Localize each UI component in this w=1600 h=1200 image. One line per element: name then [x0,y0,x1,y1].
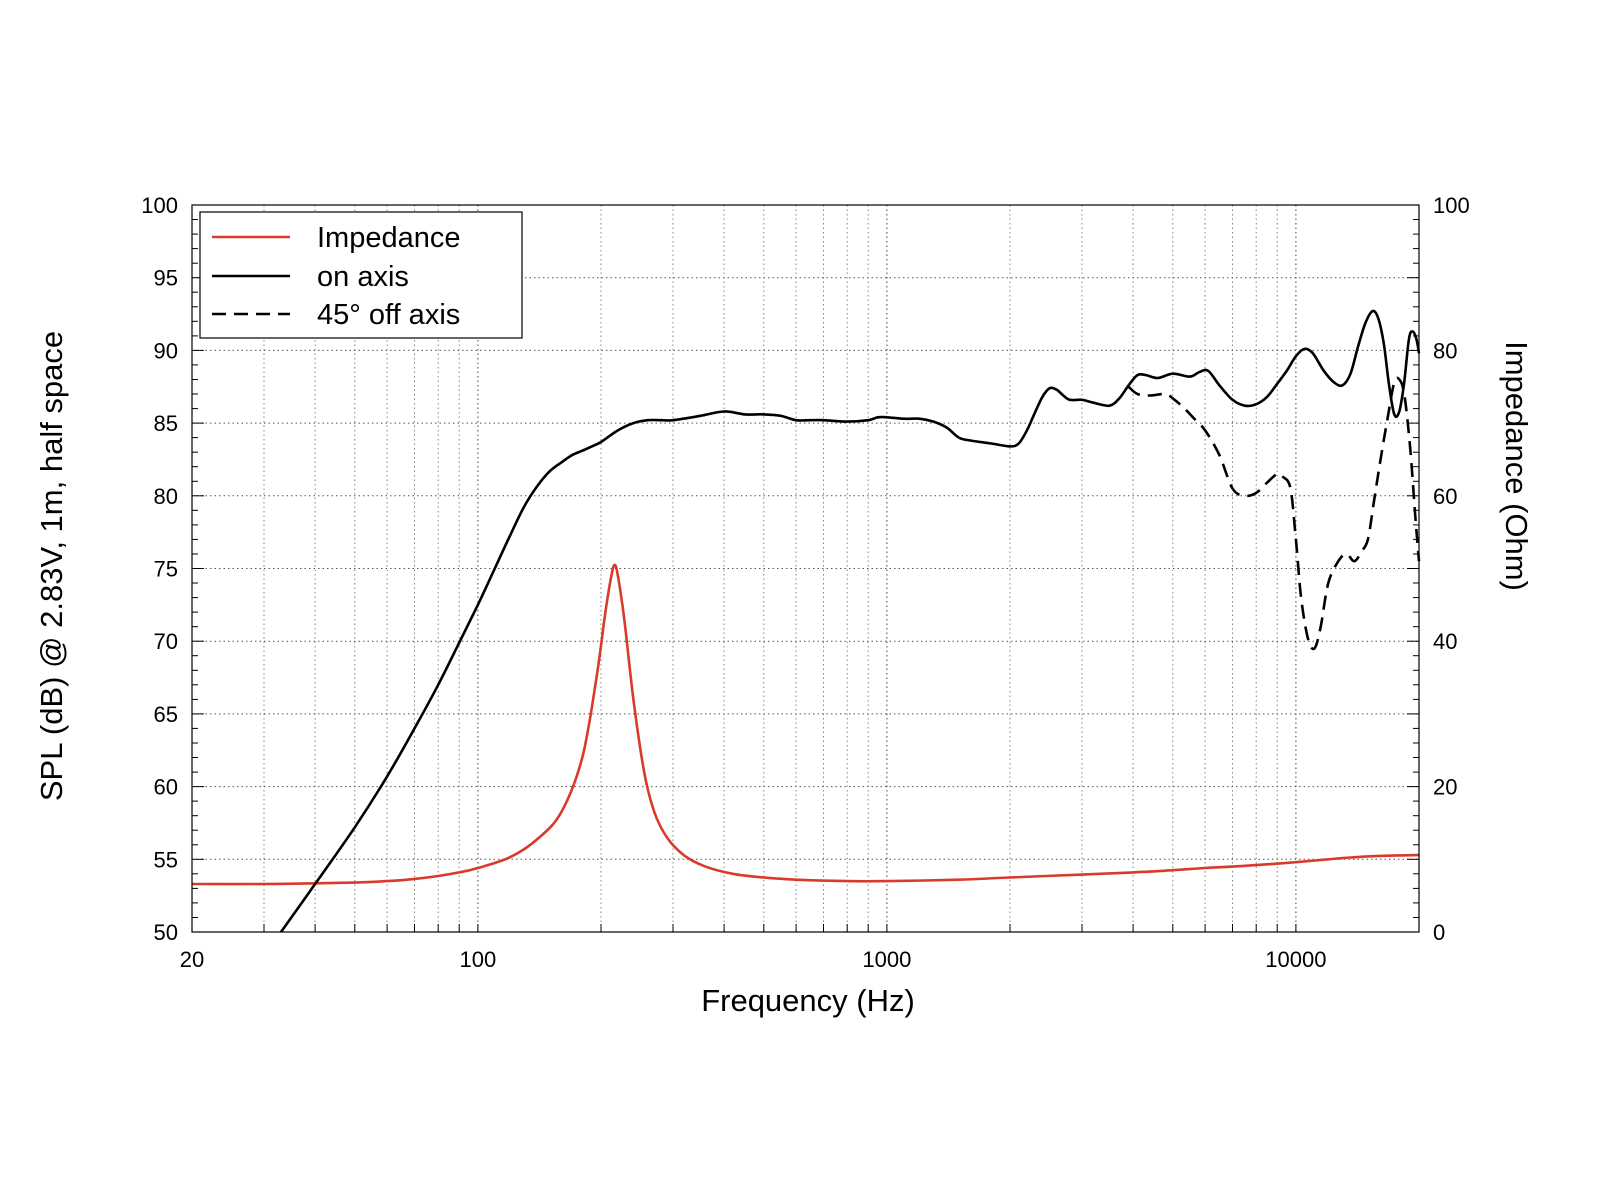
y2-tick-label: 20 [1433,775,1457,800]
x-tick-label: 20 [180,947,204,972]
x-axis-title: Frequency (Hz) [701,983,915,1018]
x-tick-label: 100 [460,947,497,972]
y-tick-label: 60 [154,775,178,800]
y-axis-title: SPL (dB) @ 2.83V, 1m, half space [34,331,69,801]
series-on-axis-line [279,309,1421,933]
y-tick-label: 75 [154,557,178,582]
y-tick-label: 95 [154,266,178,291]
y-tick-label: 90 [154,338,178,363]
series-impedance-line [191,563,1420,886]
y2-tick-label: 40 [1433,629,1457,654]
y-tick-label: 50 [154,920,178,945]
legend-label-impedance: Impedance [317,222,461,254]
y2-tick-label: 100 [1433,193,1470,218]
y-tick-label: 70 [154,629,178,654]
series-layer [191,309,1421,933]
x-tick-label: 10000 [1265,947,1326,972]
plot-frame [191,204,1420,933]
y-tick-label: 55 [154,847,178,872]
major-gridlines [192,205,1419,932]
y-tick-label: 65 [154,702,178,727]
y2-tick-label: 60 [1433,484,1457,509]
legend: Impedance on axis 45° off axis [199,211,523,339]
y-tick-label: 85 [154,411,178,436]
y-tick-label: 100 [141,193,178,218]
axis-ticks [191,204,1419,933]
y2-tick-label: 0 [1433,920,1445,945]
y2-tick-label: 80 [1433,338,1457,363]
legend-label-off-axis: 45° off axis [317,299,460,331]
y-tick-label: 80 [154,484,178,509]
legend-label-on-axis: on axis [317,261,409,293]
x-tick-label: 1000 [862,947,911,972]
y2-axis-title: Impedance (Ohm) [1499,341,1534,591]
series-off-axis-line [1127,376,1421,651]
